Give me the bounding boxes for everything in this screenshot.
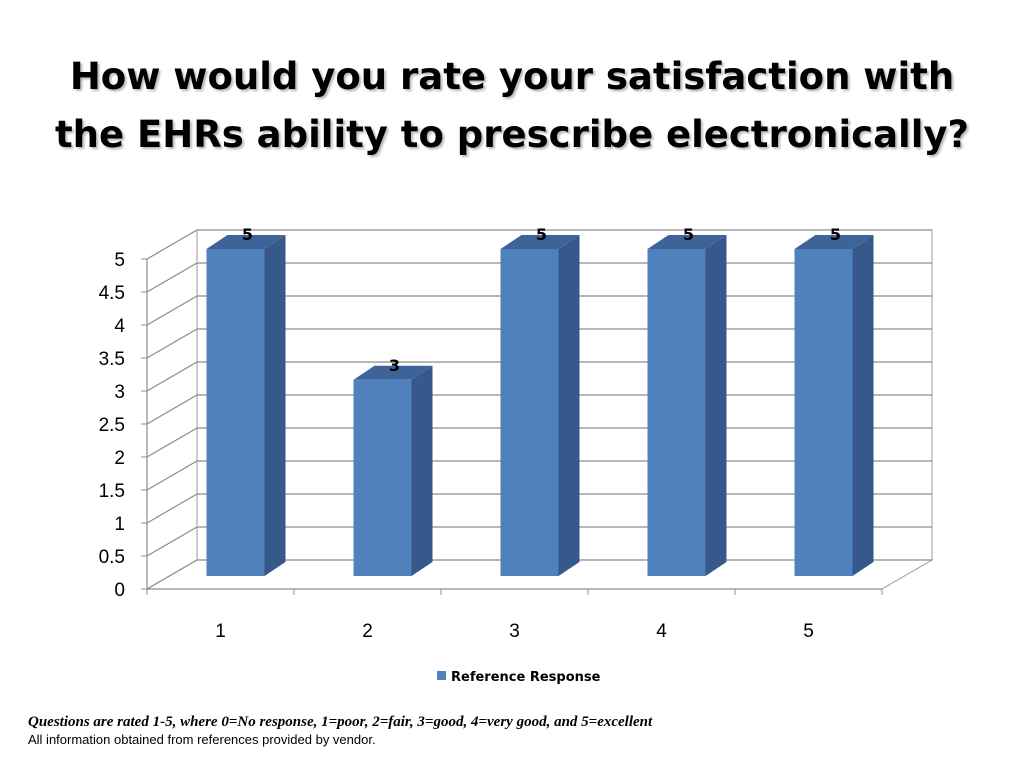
y-tick-label: 4	[114, 316, 125, 337]
x-tick-label: 5	[803, 621, 814, 642]
y-tick-label: 1.5	[99, 481, 125, 502]
gridline	[146, 229, 932, 260]
y-tick-label: 3	[114, 382, 125, 403]
bar-side	[852, 235, 874, 576]
footnote-source: All information obtained from references…	[28, 732, 376, 747]
bar-side	[411, 365, 433, 576]
bar	[206, 249, 265, 576]
bar	[647, 249, 706, 576]
bar-top	[353, 365, 433, 380]
y-tick-label: 2.5	[99, 415, 125, 436]
chart-labels: 5 1 3 2 5 3 5 4 5 5	[215, 225, 841, 642]
chart-bars	[206, 235, 874, 576]
x-tick-label: 1	[215, 621, 226, 642]
bar	[794, 249, 853, 576]
title-line-1: How would you rate your satisfaction wit…	[69, 55, 955, 98]
legend-label: Reference Response	[451, 670, 601, 685]
chart-legend: Reference Response	[437, 670, 601, 685]
legend-swatch	[437, 671, 446, 680]
slide-title: How would you rate your satisfaction wit…	[0, 48, 1024, 164]
bar-top	[206, 235, 286, 249]
y-tick-label: 4.5	[99, 283, 125, 304]
data-label: 5	[683, 225, 694, 244]
bar-side	[264, 235, 286, 576]
x-tick-label: 3	[509, 621, 520, 642]
footnote-rating-scale: Questions are rated 1-5, where 0=No resp…	[28, 714, 653, 730]
x-tick-label: 2	[362, 621, 373, 642]
y-tick-label: 0	[114, 580, 125, 601]
y-tick-label: 3.5	[99, 349, 125, 370]
y-tick-label: 5	[114, 250, 125, 271]
bar	[500, 249, 559, 576]
y-tick-label: 2	[114, 448, 125, 469]
chart-axes: 0 0.5 1 1.5 2 2.5 3 3.5 4 4.5 5	[99, 250, 883, 601]
bar-side	[558, 235, 580, 576]
title-line-2: the EHRs ability to prescribe electronic…	[54, 113, 969, 156]
y-tick-label: 1	[114, 514, 125, 535]
bar-side	[705, 235, 727, 576]
y-tick-label: 0.5	[99, 547, 125, 568]
bar-top	[794, 235, 874, 249]
data-label: 5	[830, 225, 841, 244]
data-label: 3	[389, 356, 400, 375]
data-label: 5	[242, 225, 253, 244]
bar-top	[647, 235, 727, 249]
bar-top	[500, 235, 580, 249]
x-tick-label: 4	[656, 621, 667, 642]
footnote: Questions are rated 1-5, where 0=No resp…	[28, 713, 1008, 749]
data-label: 5	[536, 225, 547, 244]
bar	[353, 379, 412, 576]
